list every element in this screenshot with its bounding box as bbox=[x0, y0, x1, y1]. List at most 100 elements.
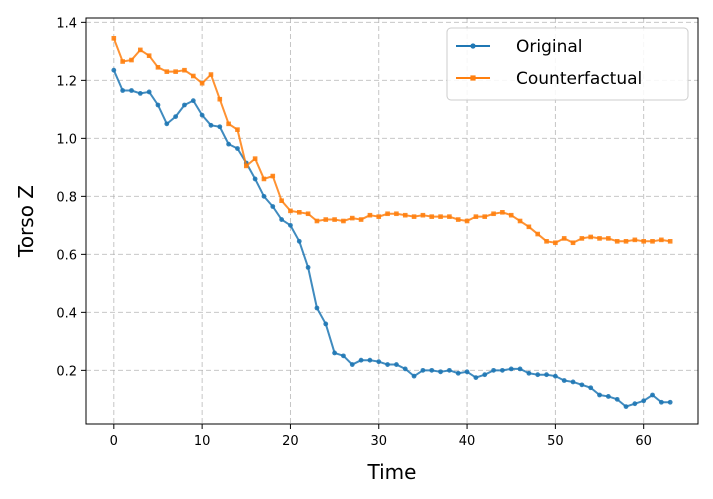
data-point-original bbox=[632, 401, 638, 407]
data-point-counterfactual bbox=[667, 239, 673, 244]
data-point-original bbox=[305, 265, 311, 270]
data-point-counterfactual bbox=[632, 237, 638, 243]
data-point-original bbox=[508, 366, 514, 372]
legend-marker-counterfactual bbox=[470, 75, 476, 81]
data-point-counterfactual bbox=[650, 239, 655, 244]
series-layer bbox=[111, 36, 673, 409]
data-point-original bbox=[314, 305, 320, 311]
data-point-original bbox=[146, 89, 152, 95]
data-point-original bbox=[650, 392, 655, 398]
data-point-original bbox=[447, 367, 452, 373]
data-point-counterfactual bbox=[226, 121, 231, 127]
data-point-original bbox=[535, 372, 541, 378]
data-point-counterfactual bbox=[199, 80, 205, 86]
x-tick-label: 50 bbox=[547, 434, 564, 449]
data-point-original bbox=[164, 121, 170, 127]
y-tick-label: 0.4 bbox=[56, 306, 77, 321]
data-point-original bbox=[561, 378, 567, 383]
data-point-counterfactual bbox=[279, 198, 284, 203]
data-point-counterfactual bbox=[111, 36, 117, 41]
data-point-original bbox=[429, 367, 435, 373]
data-point-original bbox=[323, 321, 329, 327]
data-point-counterfactual bbox=[420, 212, 426, 218]
data-point-counterfactual bbox=[314, 218, 320, 224]
data-point-original bbox=[579, 382, 585, 388]
y-tick-label: 0.2 bbox=[56, 364, 77, 379]
y-tick-label: 1.2 bbox=[56, 74, 77, 89]
data-point-counterfactual bbox=[597, 236, 602, 241]
y-tick-label: 0.6 bbox=[56, 248, 77, 263]
y-tick-label: 0.8 bbox=[56, 190, 77, 205]
data-point-counterfactual bbox=[579, 236, 585, 241]
data-point-original bbox=[173, 114, 179, 119]
data-point-counterfactual bbox=[164, 69, 170, 74]
data-point-original bbox=[190, 98, 196, 104]
legend-marker-original bbox=[470, 43, 476, 49]
legend: Original Counterfactual bbox=[446, 27, 689, 101]
data-point-original bbox=[394, 362, 399, 367]
series-line-counterfactual bbox=[112, 37, 671, 244]
data-point-original bbox=[544, 372, 549, 378]
data-point-counterfactual bbox=[349, 215, 355, 221]
data-point-counterfactual bbox=[341, 218, 346, 224]
data-point-counterfactual bbox=[146, 53, 152, 58]
data-point-original bbox=[199, 112, 205, 118]
data-point-counterfactual bbox=[190, 73, 196, 79]
data-point-original bbox=[588, 385, 594, 391]
y-tick-label: 1.4 bbox=[56, 16, 77, 31]
data-point-original bbox=[341, 353, 346, 359]
data-point-original bbox=[614, 396, 620, 402]
data-point-original bbox=[597, 392, 602, 398]
data-point-original bbox=[641, 398, 647, 404]
data-point-counterfactual bbox=[606, 236, 611, 241]
legend-label-original: Original bbox=[516, 37, 583, 57]
data-point-original bbox=[182, 102, 187, 108]
data-point-counterfactual bbox=[429, 214, 435, 219]
data-point-original bbox=[605, 394, 611, 399]
data-point-counterfactual bbox=[120, 59, 125, 64]
data-point-counterfactual bbox=[535, 231, 541, 237]
data-point-original bbox=[402, 366, 408, 372]
plot-frame bbox=[85, 17, 699, 425]
data-point-original bbox=[473, 375, 479, 380]
data-point-counterfactual bbox=[623, 239, 629, 244]
data-point-counterfactual bbox=[500, 210, 505, 215]
data-point-original bbox=[438, 369, 443, 375]
data-point-counterfactual bbox=[588, 234, 594, 240]
data-point-counterfactual bbox=[323, 217, 329, 222]
data-point-original bbox=[385, 362, 390, 367]
legend-label-counterfactual: Counterfactual bbox=[516, 69, 642, 89]
series-line-original bbox=[112, 69, 671, 408]
data-point-counterfactual bbox=[411, 214, 417, 219]
data-point-original bbox=[296, 238, 302, 244]
x-axis-ticks: 0 10 20 30 40 50 60 bbox=[110, 424, 652, 449]
data-point-original bbox=[658, 399, 664, 405]
data-point-counterfactual bbox=[270, 173, 276, 179]
x-tick-label: 60 bbox=[635, 434, 652, 449]
data-point-counterfactual bbox=[508, 212, 514, 218]
data-point-original bbox=[279, 217, 285, 222]
data-point-counterfactual bbox=[641, 239, 646, 244]
x-tick-label: 40 bbox=[459, 434, 476, 449]
data-point-original bbox=[261, 193, 267, 199]
data-point-counterfactual bbox=[155, 65, 161, 70]
data-point-counterfactual bbox=[659, 237, 664, 243]
data-point-original bbox=[270, 204, 276, 209]
data-point-original bbox=[667, 399, 673, 405]
legend-box bbox=[446, 27, 689, 101]
data-point-original bbox=[526, 370, 532, 376]
data-point-counterfactual bbox=[208, 72, 214, 77]
data-point-counterfactual bbox=[526, 224, 532, 230]
data-point-counterfactual bbox=[173, 69, 178, 74]
data-point-original bbox=[288, 222, 293, 228]
data-point-original bbox=[349, 362, 355, 367]
data-point-counterfactual bbox=[464, 218, 470, 224]
data-point-original bbox=[217, 124, 223, 130]
data-point-counterfactual bbox=[482, 214, 488, 219]
data-point-original bbox=[552, 373, 558, 379]
data-point-counterfactual bbox=[553, 240, 558, 246]
data-point-original bbox=[235, 146, 240, 151]
data-point-original bbox=[570, 379, 576, 385]
data-point-counterfactual bbox=[376, 214, 382, 219]
